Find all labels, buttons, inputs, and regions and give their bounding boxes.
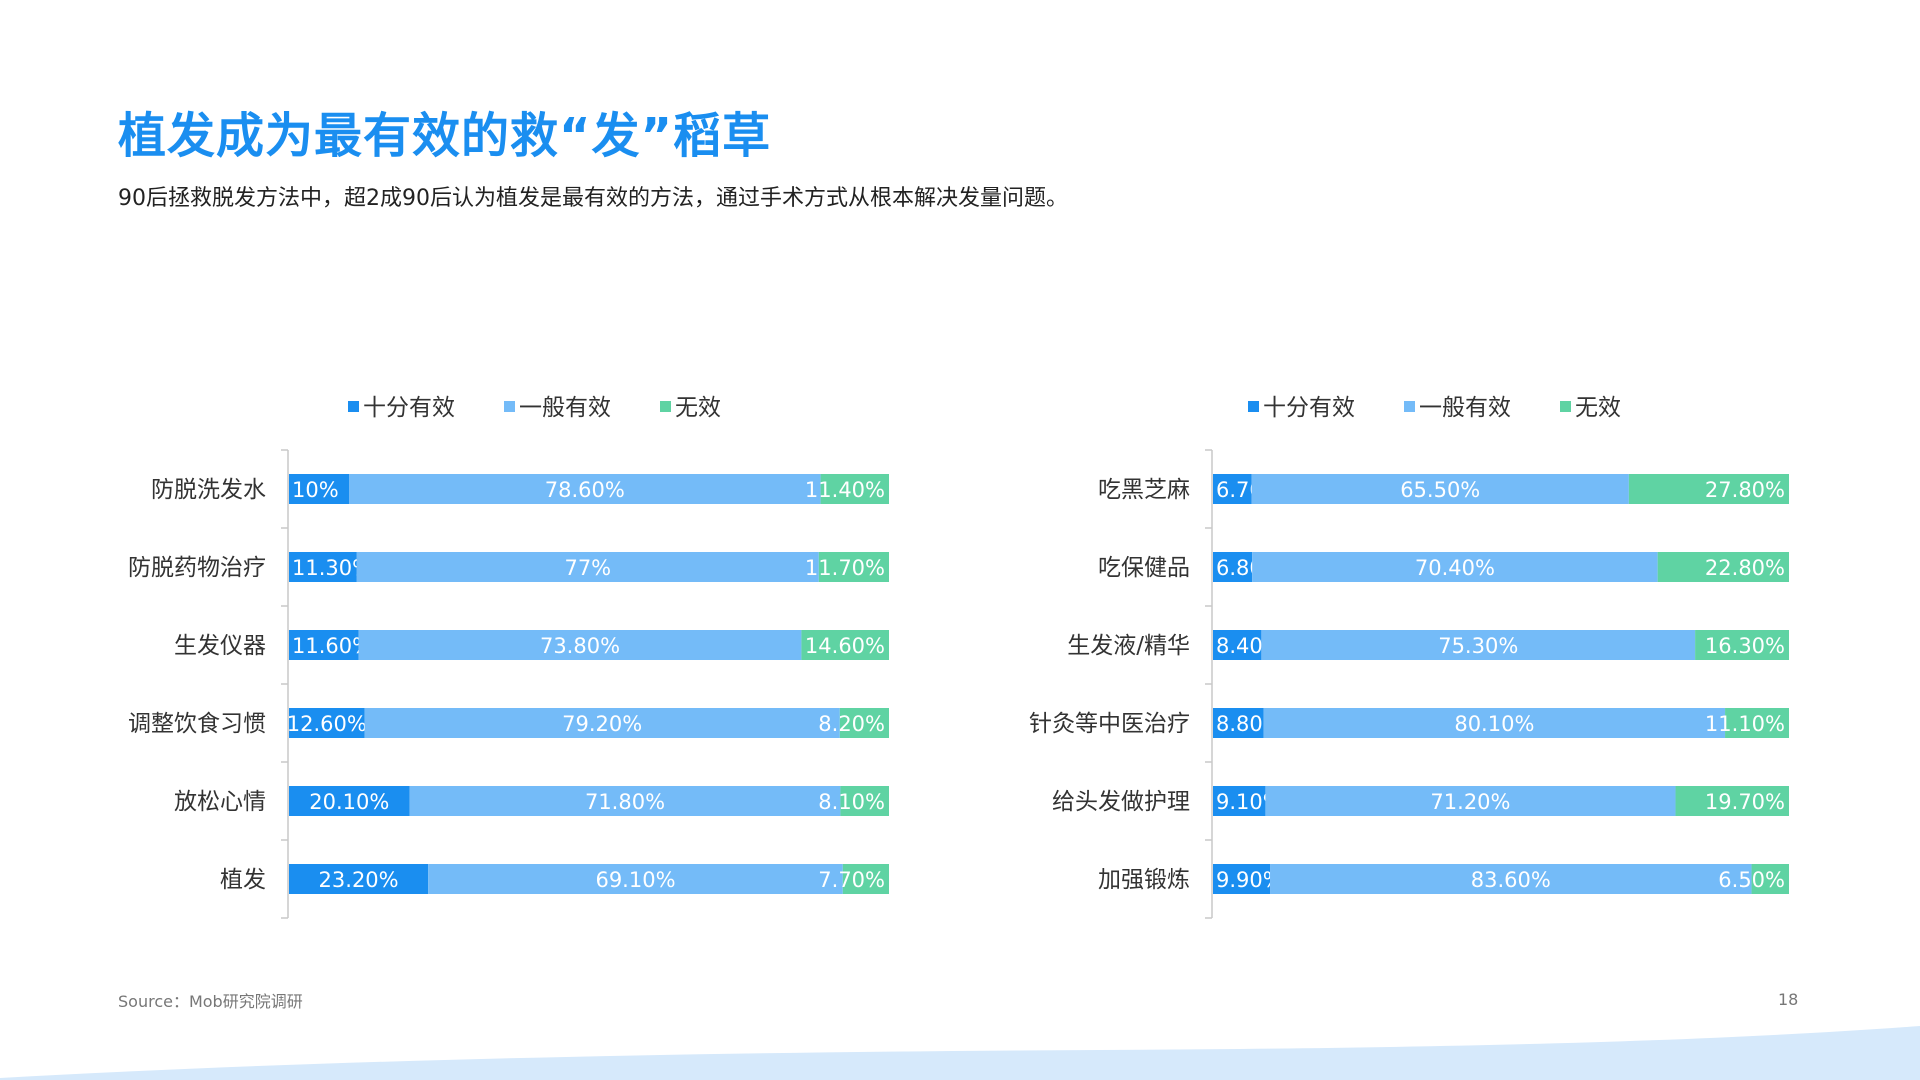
- source-note: Source：Mob研究院调研: [118, 992, 303, 1011]
- bar-segment: [839, 708, 889, 738]
- legend-swatch: [1404, 401, 1415, 412]
- legend-label: 十分有效: [1263, 395, 1355, 421]
- data-label: 10%: [292, 478, 339, 502]
- data-label: 8.10%: [818, 790, 885, 814]
- bar-segment: [289, 630, 359, 660]
- data-label: 7.70%: [818, 868, 885, 892]
- bar-segment: [289, 552, 357, 582]
- data-label: 11.40%: [805, 478, 885, 502]
- legend-label: 十分有效: [363, 395, 455, 421]
- category-label: 针灸等中医治疗: [1029, 711, 1190, 737]
- bar-segment: [1213, 786, 1266, 816]
- bar-segment: [801, 630, 889, 660]
- bar-segment: [1213, 864, 1271, 894]
- bar-segment: [1725, 708, 1789, 738]
- data-label: 65.50%: [1400, 478, 1480, 502]
- category-label: 给头发做护理: [1052, 789, 1190, 815]
- page-number: 18: [1778, 990, 1799, 1009]
- legend-swatch: [660, 401, 671, 412]
- data-label: 71.20%: [1430, 790, 1510, 814]
- data-label: 22.80%: [1705, 556, 1785, 580]
- bar-segment: [289, 474, 349, 504]
- data-label: 11.10%: [1705, 712, 1785, 736]
- data-label: 8.20%: [818, 712, 885, 736]
- page-subtitle: 90后拯救脱发方法中，超2成90后认为植发是最有效的方法，通过手术方式从根本解决…: [118, 186, 1068, 211]
- category-label: 防脱药物治疗: [128, 555, 266, 581]
- data-label: 27.80%: [1705, 478, 1785, 502]
- bar-segment: [1675, 786, 1789, 816]
- bar-segment: [364, 708, 840, 738]
- data-label: 77%: [564, 556, 611, 580]
- data-label: 23.20%: [319, 868, 399, 892]
- bar-segment: [1251, 474, 1629, 504]
- category-label: 调整饮食习惯: [128, 711, 266, 737]
- bar-segment: [820, 474, 889, 504]
- page-title: 植发成为最有效的救“发”稻草: [118, 108, 772, 164]
- bar-segment: [842, 864, 889, 894]
- legend-swatch: [348, 401, 359, 412]
- data-label: 12.60%: [287, 712, 367, 736]
- bar-segment: [1213, 630, 1262, 660]
- bar-segment: [1213, 552, 1253, 582]
- bar-segment: [1751, 864, 1789, 894]
- bar-segment: [1252, 552, 1658, 582]
- category-label: 放松心情: [174, 789, 266, 815]
- data-label: 6.50%: [1718, 868, 1785, 892]
- legend-label: 一般有效: [519, 395, 611, 421]
- bar-segment: [349, 474, 821, 504]
- bar-segment: [289, 708, 365, 738]
- category-label: 吃保健品: [1098, 555, 1190, 581]
- wave-shape: [0, 1026, 1920, 1080]
- legend-label: 一般有效: [1419, 395, 1511, 421]
- category-label: 防脱洗发水: [151, 477, 266, 503]
- data-label: 75.30%: [1438, 634, 1518, 658]
- category-label: 生发仪器: [174, 633, 266, 659]
- legend-label: 无效: [1575, 395, 1621, 421]
- category-label: 吃黑芝麻: [1098, 477, 1190, 503]
- bar-segment: [1263, 708, 1726, 738]
- data-label: 14.60%: [805, 634, 885, 658]
- bar-segment: [1213, 474, 1252, 504]
- data-label: 19.70%: [1705, 790, 1785, 814]
- bar-segment: [1270, 864, 1752, 894]
- bar-segment: [428, 864, 843, 894]
- bar-segment: [289, 864, 429, 894]
- data-label: 69.10%: [595, 868, 675, 892]
- bar-segment: [289, 786, 410, 816]
- bar-segment: [840, 786, 889, 816]
- data-label: 11.70%: [805, 556, 885, 580]
- bar-segment: [1695, 630, 1789, 660]
- chart-right: 十分有效 一般有效 无效 吃黑芝麻 6.70% 65.50% 27.80% 吃保健品 6.80%…: [920, 380, 1789, 940]
- bar-segment: [818, 552, 889, 582]
- bar-segment: [358, 630, 802, 660]
- bar-segment: [356, 552, 819, 582]
- bar-segment: [1265, 786, 1676, 816]
- data-label: 79.20%: [562, 712, 642, 736]
- bar-segment: [1628, 474, 1789, 504]
- data-label: 20.10%: [309, 790, 389, 814]
- bar-segment: [409, 786, 841, 816]
- category-label: 植发: [220, 867, 266, 893]
- data-label: 73.80%: [540, 634, 620, 658]
- data-label: 83.60%: [1471, 868, 1551, 892]
- category-label: 生发液/精华: [1067, 633, 1190, 659]
- data-label: 78.60%: [545, 478, 625, 502]
- bar-segment: [1213, 708, 1264, 738]
- legend-swatch: [1560, 401, 1571, 412]
- data-label: 70.40%: [1415, 556, 1495, 580]
- category-label: 加强锻炼: [1098, 867, 1190, 893]
- data-label: 16.30%: [1705, 634, 1785, 658]
- bar-segment: [1261, 630, 1696, 660]
- chart-left: 十分有效 一般有效 无效 防脱洗发水 10% 78.60% 11.40% 防脱药物治疗 11.3…: [0, 380, 889, 940]
- legend-swatch: [504, 401, 515, 412]
- data-label: 71.80%: [585, 790, 665, 814]
- legend-swatch: [1248, 401, 1259, 412]
- bar-segment: [1657, 552, 1789, 582]
- data-label: 80.10%: [1454, 712, 1534, 736]
- legend-label: 无效: [675, 395, 721, 421]
- decorative-wave: [0, 1026, 1920, 1080]
